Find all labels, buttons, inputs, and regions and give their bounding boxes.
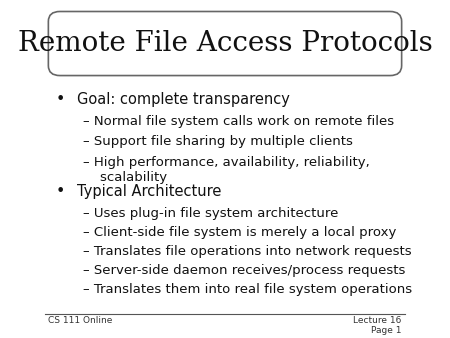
Text: Remote File Access Protocols: Remote File Access Protocols bbox=[18, 30, 432, 57]
Text: – Translates file operations into network requests: – Translates file operations into networ… bbox=[83, 245, 412, 258]
Text: Typical Architecture: Typical Architecture bbox=[77, 184, 221, 199]
Text: •: • bbox=[56, 184, 65, 199]
Text: – Client-side file system is merely a local proxy: – Client-side file system is merely a lo… bbox=[83, 226, 396, 239]
Text: CS 111 Online: CS 111 Online bbox=[48, 316, 113, 325]
Text: – Support file sharing by multiple clients: – Support file sharing by multiple clien… bbox=[83, 135, 353, 148]
FancyBboxPatch shape bbox=[48, 11, 402, 76]
Text: Lecture 16
Page 1: Lecture 16 Page 1 bbox=[353, 316, 402, 335]
Text: – Uses plug-in file system architecture: – Uses plug-in file system architecture bbox=[83, 207, 338, 220]
Text: Goal: complete transparency: Goal: complete transparency bbox=[77, 92, 290, 107]
Text: – Server-side daemon receives/process requests: – Server-side daemon receives/process re… bbox=[83, 264, 405, 277]
Text: •: • bbox=[56, 92, 65, 107]
Text: – Normal file system calls work on remote files: – Normal file system calls work on remot… bbox=[83, 115, 394, 128]
Text: – High performance, availability, reliability,
    scalability: – High performance, availability, reliab… bbox=[83, 156, 369, 184]
Text: – Translates them into real file system operations: – Translates them into real file system … bbox=[83, 283, 412, 296]
